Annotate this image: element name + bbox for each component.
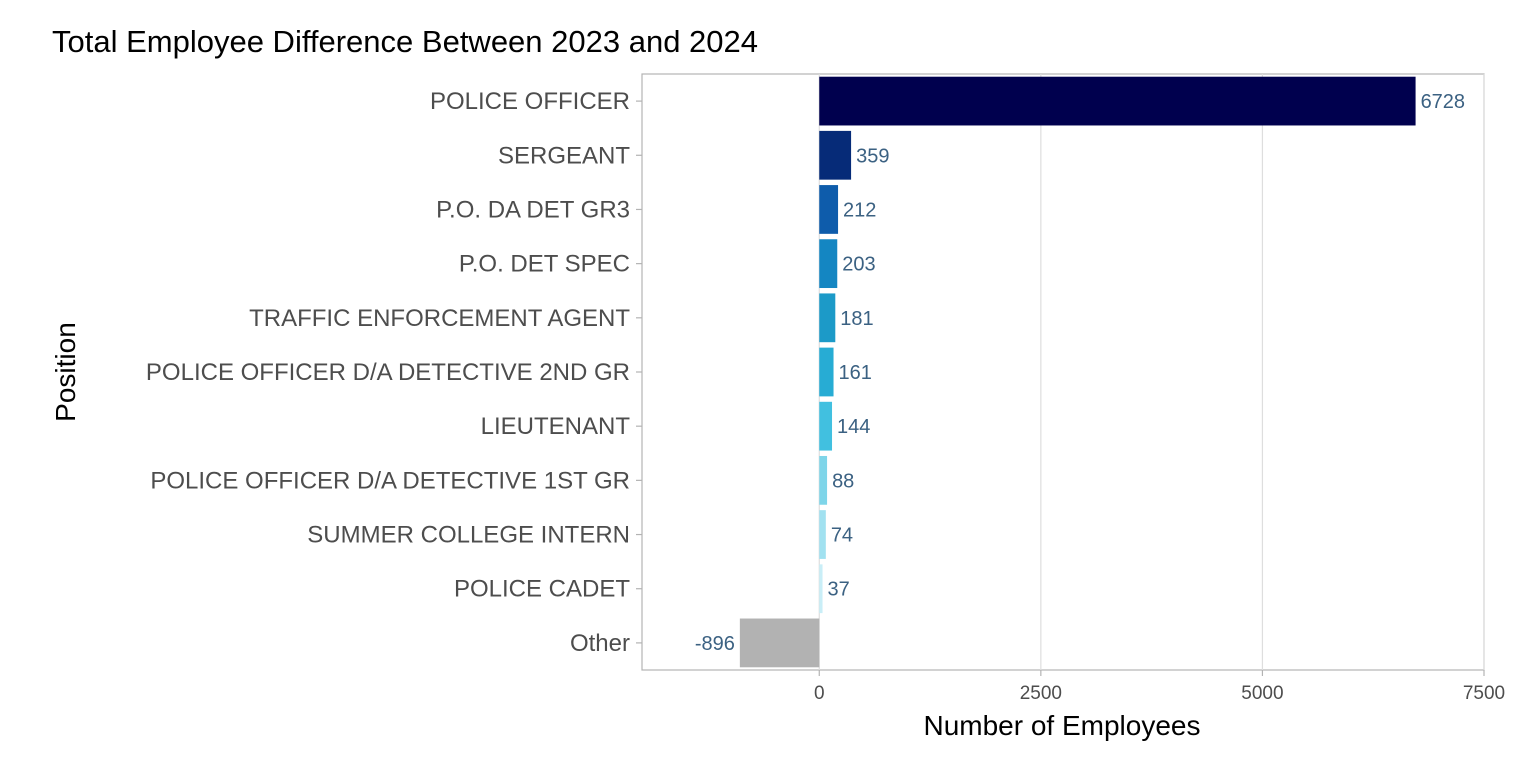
value-label: 181 [840,308,873,330]
bar [819,293,836,343]
bar [819,76,1416,126]
value-label: 203 [842,254,875,276]
plot-panel [636,73,1485,676]
x-tick-label: 0 [814,683,825,704]
value-label: 88 [832,470,854,492]
category-label: POLICE OFFICER D/A DETECTIVE 2ND GR [146,359,630,386]
bar [819,347,834,397]
x-axis-title: Number of Employees [923,710,1200,741]
value-label: 161 [839,362,872,384]
value-label: 359 [856,145,889,167]
value-label: 37 [828,579,850,601]
bar [819,185,839,234]
bar [739,618,820,668]
category-label: P.O. DET SPEC [459,251,630,278]
bars [739,76,1416,668]
category-label: P.O. DA DET GR3 [436,196,630,223]
bar [819,510,826,559]
category-labels: POLICE OFFICER SERGEANT P.O. DA DET GR3 P.O… [146,88,630,657]
y-axis-title: Position [50,322,81,422]
x-tick-label: 7500 [1463,683,1505,704]
category-label: POLICE CADET [454,576,630,603]
value-label: 6728 [1421,91,1466,113]
x-tick-labels: 0 2500 5000 7500 [814,683,1505,704]
plot-border [641,73,1485,671]
bar [819,239,838,289]
value-labels: 6728 359 212 203 181 161 144 88 74 37 -896 [695,91,1465,655]
value-label: 212 [843,199,876,221]
value-label: -896 [695,633,735,655]
bar [819,455,828,505]
category-label: POLICE OFFICER [430,88,630,115]
category-label: POLICE OFFICER D/A DETECTIVE 1ST GR [150,467,630,494]
value-label: 74 [831,525,853,547]
bar [819,564,823,614]
value-label: 144 [837,416,870,438]
category-label: SUMMER COLLEGE INTERN [307,522,630,549]
bar [819,401,833,451]
category-label: LIEUTENANT [481,413,631,440]
bar [819,130,852,180]
category-label: TRAFFIC ENFORCEMENT AGENT [249,305,630,332]
x-tick-label: 2500 [1020,683,1062,704]
x-tick-label: 5000 [1241,683,1283,704]
chart-title: Total Employee Difference Between 2023 a… [52,24,758,59]
category-label: Other [570,630,630,657]
category-label: SERGEANT [498,142,630,169]
